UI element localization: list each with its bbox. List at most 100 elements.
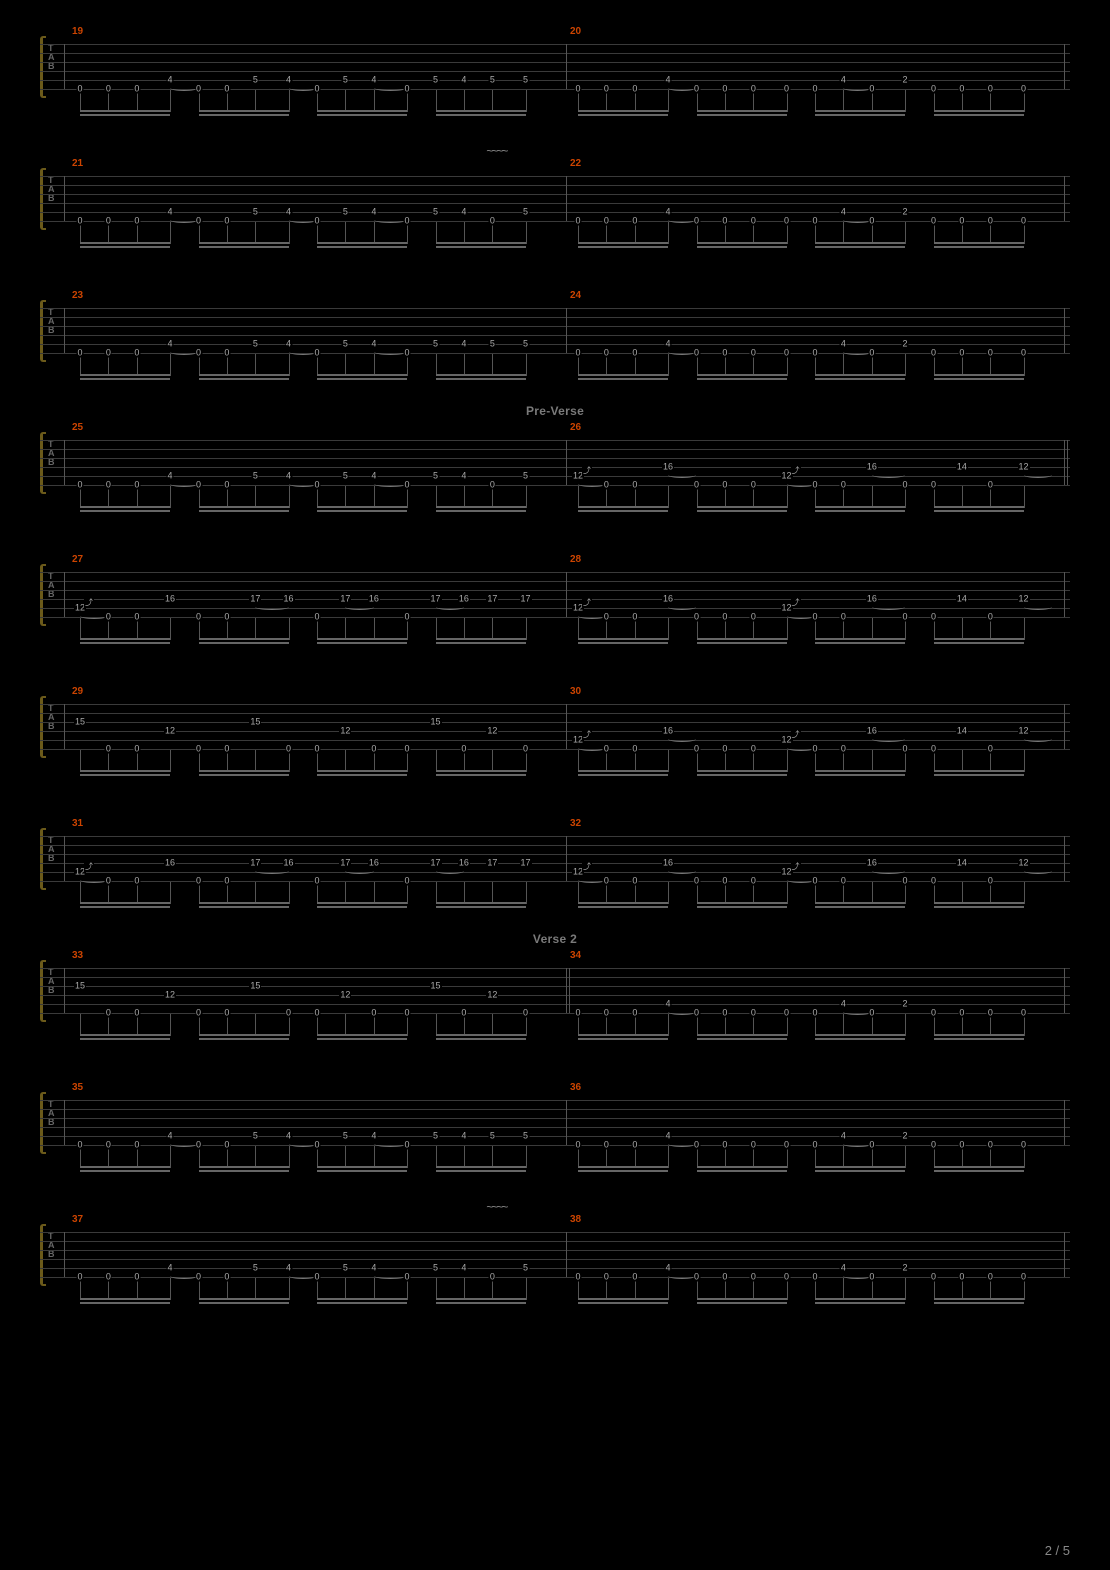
fret-number: 0 <box>693 349 700 358</box>
string-line <box>40 1268 1070 1269</box>
barline <box>64 968 65 1013</box>
fret-number: 0 <box>811 481 818 490</box>
string-line <box>40 467 1070 468</box>
beam <box>578 110 668 112</box>
string-line <box>40 863 1070 864</box>
barline <box>566 1232 567 1277</box>
fret-number: 5 <box>489 340 496 349</box>
barline <box>1064 1232 1065 1277</box>
stem <box>668 882 669 904</box>
fret-number: 4 <box>167 76 174 85</box>
fret-number: 16 <box>368 859 380 868</box>
string-line <box>40 836 1070 837</box>
fret-number: 12 <box>1018 595 1030 604</box>
fret-number: 4 <box>370 472 377 481</box>
barline <box>1064 968 1065 1013</box>
beam <box>578 902 668 904</box>
fret-number: 0 <box>603 1009 610 1018</box>
string-line <box>40 476 1070 477</box>
fret-number: 17 <box>339 595 351 604</box>
fret-number: 4 <box>460 472 467 481</box>
fret-number: 4 <box>285 76 292 85</box>
fret-number: 16 <box>662 595 674 604</box>
beam <box>815 642 905 644</box>
fret-number: 0 <box>902 613 909 622</box>
fret-number: 16 <box>368 595 380 604</box>
string-line <box>40 326 1070 327</box>
fret-number: 4 <box>285 208 292 217</box>
bend-mark: ⤴ <box>791 731 801 739</box>
fret-number: 0 <box>693 217 700 226</box>
beam <box>934 506 1024 508</box>
beam <box>697 1038 787 1040</box>
fret-number: 0 <box>987 1009 994 1018</box>
fret-number: 17 <box>520 595 532 604</box>
tab-clef: TAB <box>48 968 55 995</box>
fret-number: 0 <box>987 481 994 490</box>
fret-number: 0 <box>930 481 937 490</box>
fret-number: 0 <box>631 1273 638 1282</box>
fret-number: 12 <box>1018 463 1030 472</box>
beam <box>815 1298 905 1300</box>
stems <box>40 1278 1070 1306</box>
stems <box>40 1146 1070 1174</box>
fret-number: 17 <box>486 859 498 868</box>
string-line <box>40 845 1070 846</box>
fret-number: 14 <box>956 727 968 736</box>
fret-number: 15 <box>74 718 86 727</box>
stem <box>843 354 844 376</box>
tie <box>872 736 905 742</box>
fret-number: 0 <box>603 1141 610 1150</box>
stem <box>962 486 963 508</box>
fret-number: 0 <box>750 349 757 358</box>
tab-system: Verse 2TAB331500120015001200150120340004… <box>40 954 1070 1044</box>
fret-number: 4 <box>840 1132 847 1141</box>
string-line <box>40 344 1070 345</box>
stem <box>1024 750 1025 772</box>
fret-number: 0 <box>603 349 610 358</box>
barline <box>1064 440 1065 485</box>
fret-number: 12 <box>339 991 351 1000</box>
fret-number: 5 <box>252 76 259 85</box>
beam <box>578 1298 668 1300</box>
bend-mark: ⤴ <box>791 863 801 871</box>
fret-number: 4 <box>665 340 672 349</box>
fret-number: 4 <box>460 340 467 349</box>
measure-number: 20 <box>570 26 581 37</box>
fret-number: 5 <box>432 76 439 85</box>
barline <box>64 1100 65 1145</box>
barline <box>1064 572 1065 617</box>
fret-number: 5 <box>432 208 439 217</box>
fret-number: 0 <box>930 1273 937 1282</box>
fret-number: 15 <box>74 982 86 991</box>
tab-system: TAB3112⤴0016001716017160171617173212⤴001… <box>40 822 1070 912</box>
stem <box>843 90 844 112</box>
beam <box>697 378 787 380</box>
string-line <box>40 1100 1070 1101</box>
beam <box>815 770 905 772</box>
measure-number: 38 <box>570 1214 581 1225</box>
string-line <box>40 1127 1070 1128</box>
barline <box>1064 1100 1065 1145</box>
barline <box>1064 836 1065 881</box>
fret-number: 0 <box>1020 1141 1027 1150</box>
fret-number: 4 <box>665 208 672 217</box>
fret-number: 16 <box>458 595 470 604</box>
string-line <box>40 1136 1070 1137</box>
measure-number: 34 <box>570 950 581 961</box>
stem <box>843 1146 844 1168</box>
fret-number: 14 <box>956 595 968 604</box>
fret-number: 5 <box>342 1132 349 1141</box>
fret-number: 0 <box>987 217 994 226</box>
beam <box>697 1166 787 1168</box>
fret-number: 4 <box>665 1264 672 1273</box>
fret-number: 4 <box>370 1264 377 1273</box>
measure-number: 27 <box>72 554 83 565</box>
string-line <box>40 1004 1070 1005</box>
section-label: Pre-Verse <box>526 404 584 418</box>
beam <box>934 378 1024 380</box>
fret-number: 5 <box>342 76 349 85</box>
fret-number: 12 <box>486 991 498 1000</box>
bend-mark: ⤴ <box>791 599 801 607</box>
fret-number: 0 <box>902 745 909 754</box>
